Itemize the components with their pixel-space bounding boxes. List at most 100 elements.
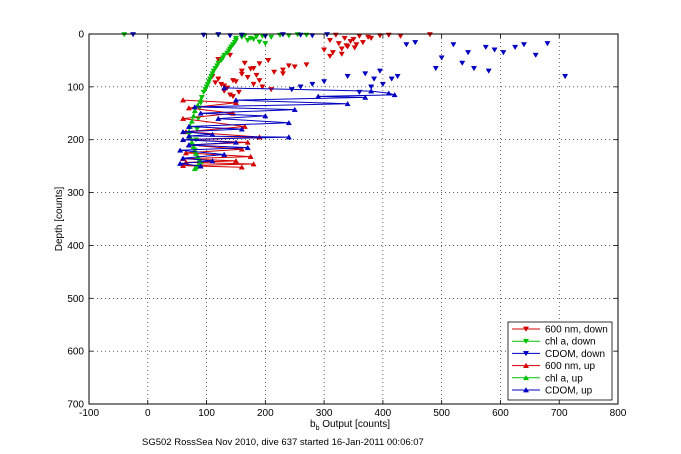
legend-label: CDOM, up bbox=[545, 386, 593, 397]
data-point bbox=[200, 89, 207, 95]
data-point bbox=[329, 50, 336, 56]
data-point bbox=[180, 128, 187, 135]
legend-label: 600 nm, down bbox=[545, 325, 608, 336]
data-point bbox=[344, 100, 351, 107]
legend-marker bbox=[522, 387, 530, 393]
data-point bbox=[253, 34, 260, 40]
legend-label: chl a, up bbox=[545, 373, 583, 384]
legend-item: chl a, up bbox=[512, 373, 583, 384]
data-point bbox=[326, 38, 334, 44]
data-point bbox=[182, 150, 190, 156]
x-axis-label: bb Output [counts] bbox=[310, 419, 390, 432]
data-point bbox=[368, 84, 375, 90]
tick-labels: -100 0 100 200 300 400 500 600 700 800 0 100 200 300 4… bbox=[67, 30, 626, 420]
data-point bbox=[351, 45, 358, 51]
data-point bbox=[241, 60, 248, 66]
series-line bbox=[180, 87, 395, 167]
x-tick-label: 600 bbox=[492, 408, 509, 419]
data-point bbox=[544, 41, 551, 47]
data-point bbox=[450, 42, 457, 48]
data-point bbox=[303, 62, 310, 68]
data-point bbox=[180, 97, 187, 103]
data-point bbox=[391, 91, 398, 98]
data-point bbox=[256, 39, 263, 45]
data-point bbox=[180, 155, 187, 161]
legend-marker bbox=[522, 351, 530, 357]
data-point bbox=[229, 94, 237, 100]
data-point bbox=[285, 134, 292, 140]
data-point bbox=[268, 34, 275, 41]
data-point bbox=[232, 139, 239, 145]
x-tick-label: 800 bbox=[610, 408, 627, 419]
data-point bbox=[191, 165, 198, 172]
data-point bbox=[256, 78, 263, 84]
y-tick-label: 400 bbox=[67, 241, 84, 252]
data-point bbox=[385, 90, 392, 96]
y-tick-label: 0 bbox=[78, 30, 84, 41]
legend-item: CDOM, up bbox=[512, 386, 593, 397]
x-tick-label: 0 bbox=[145, 408, 151, 419]
data-point bbox=[244, 38, 251, 44]
footer-caption: SG502 RossSea Nov 2010, dive 637 started… bbox=[142, 437, 424, 448]
data-point bbox=[197, 97, 204, 103]
data-point bbox=[232, 158, 239, 164]
data-point bbox=[388, 76, 395, 82]
data-point bbox=[353, 42, 360, 48]
data-point bbox=[190, 113, 197, 119]
data-point bbox=[219, 55, 227, 61]
data-point bbox=[291, 106, 298, 112]
data-point bbox=[192, 150, 200, 156]
legend-item: 600 nm, up bbox=[512, 361, 595, 372]
data-point bbox=[244, 144, 251, 150]
data-point bbox=[185, 142, 192, 148]
data-point bbox=[309, 81, 316, 88]
data-point bbox=[210, 68, 217, 74]
data-point bbox=[491, 47, 498, 53]
legend-item: 600 nm, down bbox=[512, 325, 608, 336]
data-point bbox=[188, 118, 195, 124]
x-tick-label: 400 bbox=[375, 408, 392, 419]
data-point bbox=[232, 97, 239, 103]
data-point bbox=[343, 43, 350, 49]
data-point bbox=[321, 79, 328, 85]
data-point bbox=[432, 66, 439, 72]
data-point bbox=[532, 52, 539, 58]
data-point bbox=[202, 87, 209, 93]
data-point bbox=[326, 53, 334, 60]
data-point bbox=[344, 73, 351, 80]
data-point bbox=[338, 51, 345, 57]
legend-marker bbox=[522, 374, 530, 381]
data-point bbox=[190, 143, 197, 149]
data-point bbox=[262, 41, 269, 47]
data-point bbox=[212, 66, 219, 72]
data-point bbox=[500, 50, 507, 56]
legend-marker bbox=[522, 326, 530, 332]
data-point bbox=[244, 75, 251, 81]
legend-item: CDOM, down bbox=[512, 349, 605, 360]
legend-label: chl a, down bbox=[545, 337, 596, 348]
data-point bbox=[470, 66, 478, 72]
data-point bbox=[238, 164, 245, 170]
data-point bbox=[215, 115, 222, 121]
data-point bbox=[250, 81, 257, 88]
data-point bbox=[247, 66, 254, 72]
data-point bbox=[218, 58, 225, 64]
data-point bbox=[485, 68, 492, 74]
data-point bbox=[482, 44, 489, 51]
data-point bbox=[403, 42, 410, 48]
data-point bbox=[350, 36, 357, 43]
data-point bbox=[253, 72, 260, 79]
data-point bbox=[341, 35, 348, 42]
data-point bbox=[338, 46, 345, 52]
data-point bbox=[238, 126, 245, 132]
data-point bbox=[244, 139, 251, 145]
data-point bbox=[185, 105, 192, 111]
x-tick-label: -100 bbox=[79, 408, 99, 419]
y-tick-label: 600 bbox=[67, 347, 84, 358]
data-point bbox=[232, 99, 239, 106]
data-point bbox=[362, 71, 369, 77]
data-point bbox=[438, 55, 445, 61]
data-point bbox=[191, 107, 198, 113]
data-point bbox=[180, 136, 187, 143]
